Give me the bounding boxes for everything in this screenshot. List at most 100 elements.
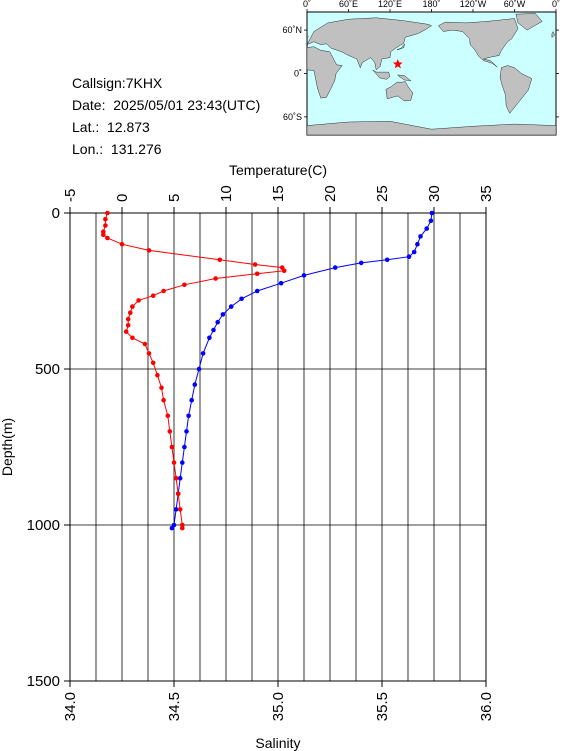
temperature-tick-label: 0 bbox=[114, 194, 131, 202]
salinity-point bbox=[119, 241, 125, 247]
salinity-point bbox=[182, 282, 187, 288]
temperature-point bbox=[428, 218, 434, 224]
temperature-point bbox=[215, 319, 220, 325]
temperature-point bbox=[254, 288, 260, 294]
map-lon-label: 60˚E bbox=[339, 0, 358, 9]
temperature-point bbox=[186, 413, 191, 419]
salinity-point bbox=[146, 351, 152, 356]
salinity-point bbox=[142, 341, 148, 347]
temperature-tick-label: 25 bbox=[374, 185, 391, 202]
temperature-point bbox=[358, 260, 364, 266]
salinity-point bbox=[252, 262, 258, 267]
salinity-point bbox=[180, 525, 185, 531]
salinity-point bbox=[165, 413, 171, 419]
map-lat-label: 0˚ bbox=[294, 69, 302, 79]
depth-tick-label: 1500 bbox=[27, 673, 60, 690]
temperature-point bbox=[200, 351, 206, 356]
depth-axis-title: Depth(m) bbox=[0, 418, 15, 476]
land-mass bbox=[306, 34, 309, 38]
temperature-point bbox=[278, 280, 284, 286]
salinity-tick-label: 34.5 bbox=[166, 692, 183, 721]
salinity-point bbox=[101, 232, 106, 238]
temperature-point bbox=[207, 335, 212, 341]
temperature-point bbox=[228, 304, 234, 309]
salinity-point bbox=[169, 444, 175, 450]
salinity-point bbox=[103, 223, 108, 228]
temperature-point bbox=[424, 226, 430, 231]
salinity-point bbox=[159, 385, 164, 391]
temperature-tick-label: 15 bbox=[270, 185, 287, 202]
temperature-point bbox=[418, 234, 423, 239]
temperature-tick-label: 20 bbox=[322, 185, 339, 202]
station-marker bbox=[392, 59, 403, 69]
temperature-tick-label: -5 bbox=[62, 189, 79, 202]
depth-tick-label: 500 bbox=[35, 361, 60, 378]
temperature-point bbox=[189, 397, 194, 403]
land-mass bbox=[396, 43, 405, 50]
temperature-point bbox=[301, 273, 307, 278]
map-lon-label: 180˚ bbox=[422, 0, 440, 9]
salinity-point bbox=[128, 310, 133, 316]
temperature-point bbox=[192, 382, 198, 387]
depth-tick-label: 1000 bbox=[27, 517, 60, 534]
temperature-point bbox=[415, 241, 420, 247]
temperature-point bbox=[177, 475, 183, 481]
salinity-axis-title: Salinity bbox=[255, 735, 300, 751]
station-info: Callsign:7KHX Date: 2025/05/01 23:43(UTC… bbox=[72, 72, 260, 160]
map-lon-label: 0˚ bbox=[303, 0, 311, 9]
salinity-point bbox=[175, 491, 181, 497]
temperature-point bbox=[169, 525, 175, 531]
map-lat-label: 60˚N bbox=[282, 25, 302, 35]
land-mass bbox=[385, 81, 414, 102]
salinity-point bbox=[105, 235, 110, 241]
land-mass bbox=[438, 18, 519, 68]
salinity-point bbox=[281, 268, 287, 274]
salinity-point bbox=[161, 397, 166, 403]
land-mass bbox=[306, 46, 343, 99]
salinity-point bbox=[123, 329, 129, 334]
land-mass bbox=[551, 31, 555, 38]
salinity-point bbox=[130, 304, 135, 309]
temperature-point bbox=[411, 249, 417, 255]
salinity-tick-label: 35.5 bbox=[374, 692, 391, 721]
salinity-point bbox=[213, 276, 218, 281]
salinity-point bbox=[254, 271, 260, 277]
salinity-point bbox=[103, 216, 108, 222]
temperature-point bbox=[173, 507, 179, 512]
map-lon-label: 60˚W bbox=[504, 0, 526, 9]
map-lon-label: 120˚E bbox=[378, 0, 402, 9]
salinity-point bbox=[136, 298, 141, 303]
land-mass bbox=[306, 121, 557, 136]
temperature-line bbox=[171, 212, 433, 529]
salinity-point bbox=[105, 210, 110, 216]
salinity-point bbox=[171, 460, 177, 465]
latitude-label: Lat.: 12.873 bbox=[72, 119, 150, 135]
callsign-label: Callsign:7KHX bbox=[72, 75, 163, 91]
temperature-tick-label: 30 bbox=[426, 185, 443, 202]
depth-tick-label: 0 bbox=[52, 205, 60, 222]
temperature-tick-label: 10 bbox=[218, 185, 235, 202]
land-mass bbox=[397, 74, 412, 81]
temperature-point bbox=[429, 210, 435, 216]
world-map: 0˚ 60˚E 120˚E 180˚ 120˚W 60˚W 0˚ 60˚N 0˚ 60˚S bbox=[282, 0, 560, 136]
temperature-point bbox=[220, 312, 226, 317]
map-lat-label: 60˚S bbox=[283, 112, 302, 122]
map-lon-label: 0˚ bbox=[552, 0, 560, 9]
salinity-point bbox=[125, 323, 131, 328]
land-mass bbox=[499, 65, 533, 114]
salinity-line bbox=[102, 212, 286, 529]
map-lon-label: 120˚W bbox=[460, 0, 487, 9]
temperature-tick-label: 35 bbox=[478, 185, 495, 202]
temperature-point bbox=[196, 366, 202, 372]
temperature-point bbox=[180, 460, 185, 465]
plot-grid bbox=[69, 212, 487, 682]
temperature-point bbox=[211, 327, 216, 333]
date-label: Date: 2025/05/01 23:43(UTC) bbox=[72, 97, 261, 113]
salinity-point bbox=[161, 288, 166, 294]
longitude-label: Lon.: 131.276 bbox=[72, 141, 162, 157]
salinity-tick-label: 34.0 bbox=[62, 692, 79, 721]
salinity-point bbox=[217, 257, 223, 263]
land-mass bbox=[372, 69, 391, 80]
